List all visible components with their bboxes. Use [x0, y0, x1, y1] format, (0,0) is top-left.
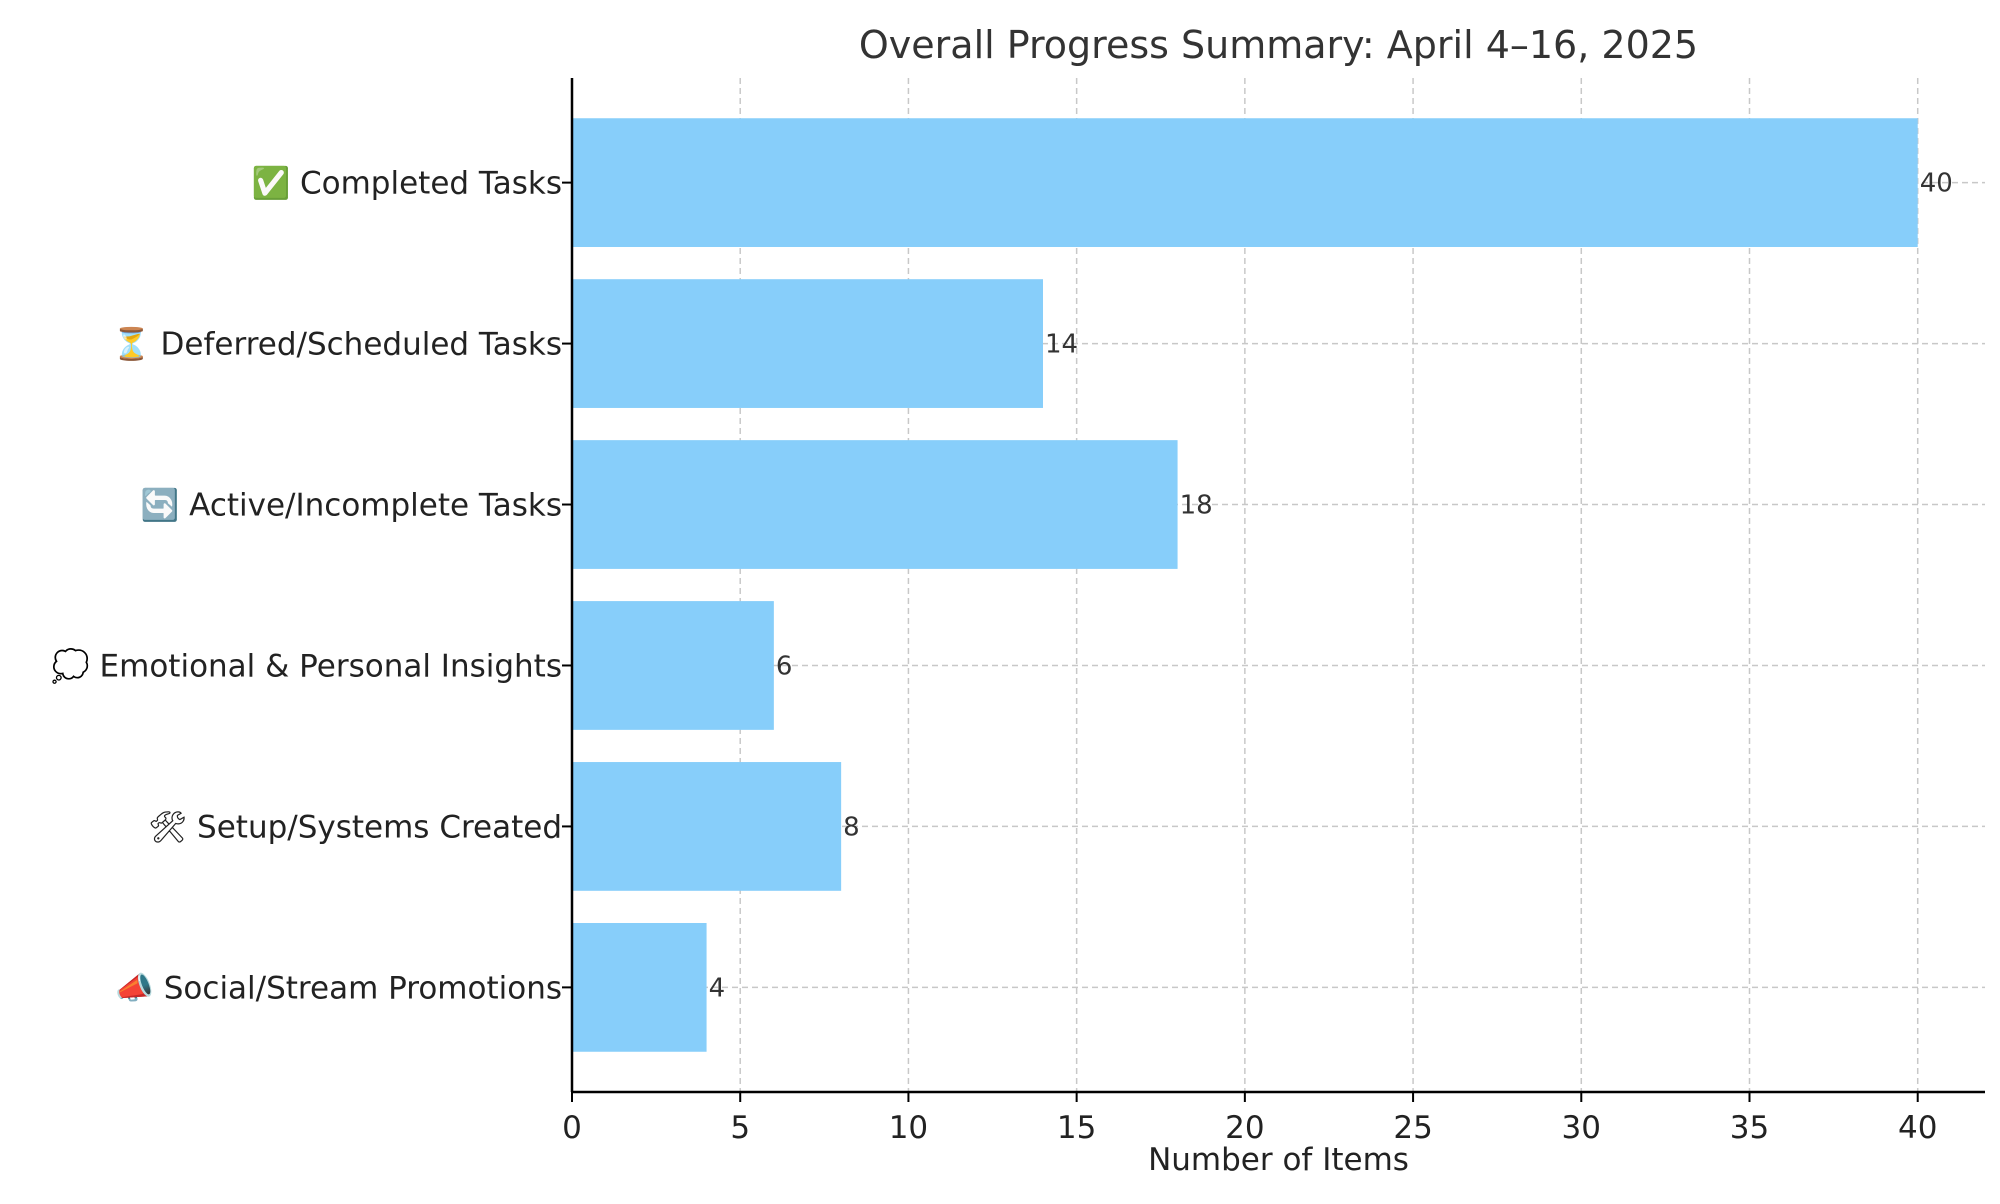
chart-title: Overall Progress Summary: April 4–16, 20…: [859, 23, 1698, 67]
x-axis-ticks: 0 5 10 15 20 25 30 35 40: [562, 1092, 1937, 1146]
category-label: 🛠 Setup/Systems Created: [148, 809, 562, 845]
bar: [572, 762, 842, 891]
x-tick-label: 25: [1393, 1110, 1432, 1146]
bar-value-label: 14: [1045, 330, 1078, 360]
category-label: ✅ Completed Tasks: [252, 165, 562, 202]
category-label: 📣 Social/Stream Promotions: [115, 970, 562, 1006]
x-tick-label: 15: [1057, 1110, 1096, 1146]
category-label: ⏳ Deferred/Scheduled Tasks: [112, 326, 562, 363]
category-label: 💭 Emotional & Personal Insights: [51, 646, 562, 684]
bar: [572, 279, 1043, 408]
bar: [572, 923, 707, 1052]
bar: [572, 118, 1918, 247]
x-tick-label: 30: [1562, 1110, 1601, 1146]
x-tick-label: 35: [1730, 1110, 1769, 1146]
category-label: 🔄 Active/Incomplete Tasks: [141, 487, 562, 524]
x-axis-label: Number of Items: [1148, 1142, 1409, 1178]
x-tick-label: 20: [1225, 1110, 1264, 1146]
bar-value-label: 18: [1180, 491, 1213, 521]
bar: [572, 601, 774, 730]
x-tick-label: 40: [1898, 1110, 1937, 1146]
bars: [572, 118, 1918, 1052]
bar: [572, 440, 1178, 569]
x-tick-label: 10: [889, 1110, 928, 1146]
y-axis-categories: ✅ Completed Tasks ⏳ Deferred/Scheduled Ta…: [51, 165, 572, 1006]
data-labels: 40 14 18 6 8 4: [709, 169, 1953, 1004]
bar-value-label: 8: [843, 812, 860, 842]
bar-value-label: 40: [1920, 169, 1953, 199]
x-tick-label: 5: [730, 1110, 750, 1146]
bar-value-label: 6: [776, 651, 793, 681]
x-tick-label: 0: [562, 1110, 582, 1146]
bar-value-label: 4: [709, 973, 726, 1003]
